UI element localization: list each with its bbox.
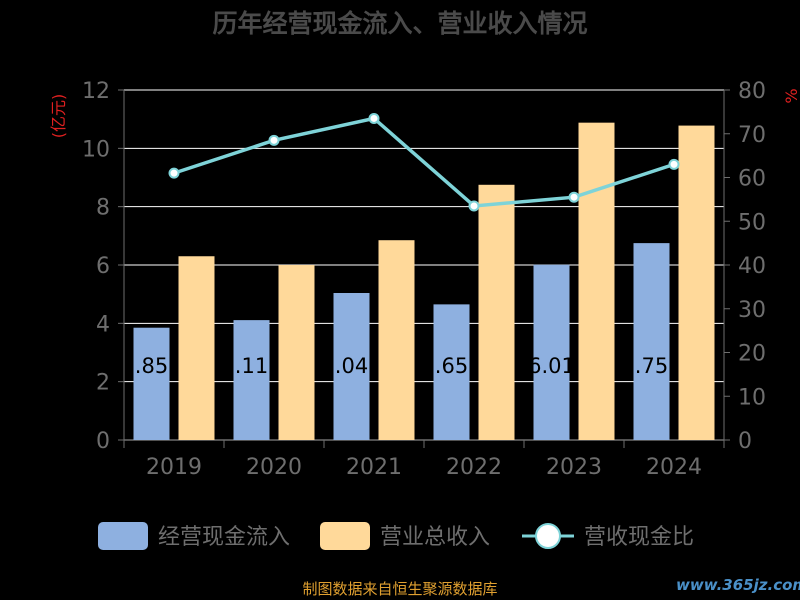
chart-title: 历年经营现金流入、营业收入情况 [212,9,587,38]
watermark: www.365jz.com [676,576,800,594]
y2-tick-label: 30 [738,298,766,323]
y-tick-label: 6 [96,254,110,279]
y2-tick-label: 80 [738,79,766,104]
bar-data-label: .04 [335,354,368,378]
bar-营业总收入-2023 [578,122,615,441]
y-tick-label: 4 [96,312,110,337]
legend-label: 经营现金流入 [158,525,290,550]
legend-marker [535,523,561,549]
line-营收现金比 [173,116,675,208]
y-tick-label: 8 [96,196,110,221]
bar-营业总收入-2019 [178,256,215,440]
bar-经营现金流入-2024 [633,243,670,440]
bar-data-label: .65 [435,354,468,378]
bar-经营现金流入-2022 [433,304,470,440]
y2-tick-label: 40 [738,254,766,279]
x-tick-label: 2024 [646,455,702,480]
bar-营业总收入-2021 [378,240,415,440]
source-note: 制图数据来自恒生聚源数据库 [302,580,498,598]
x-tick-label: 2019 [146,455,202,480]
y-axis-label: (亿元) [49,94,68,139]
x-tick-label: 2021 [346,455,402,480]
bar-营业总收入-2024 [678,125,715,440]
y-tick-label: 10 [82,137,110,162]
y2-tick-label: 50 [738,210,766,235]
legend-label: 营业总收入 [380,525,490,550]
x-tick-label: 2023 [546,455,602,480]
bar-data-label: .75 [635,354,668,378]
line-point [268,134,280,146]
y2-tick-label: 20 [738,342,766,367]
line-point [368,112,380,124]
bar-经营现金流入-2020 [233,320,270,440]
y2-tick-label: 60 [738,167,766,192]
y2-axis-label: % [782,88,800,103]
bar-营业总收入-2020 [278,265,315,440]
bar-营业总收入-2022 [478,184,515,440]
legend-swatch-营业总收入 [320,522,370,550]
line-point [168,167,180,179]
bar-data-label: .11 [235,354,268,378]
y2-tick-label: 70 [738,123,766,148]
y2-tick-label: 10 [738,385,766,410]
x-tick-label: 2022 [446,455,502,480]
x-tick-label: 2020 [246,455,302,480]
bar-data-label: .85 [135,354,168,378]
bar-经营现金流入-2023 [533,264,570,440]
y2-tick-label: 0 [738,429,752,454]
line-point [668,158,680,170]
bar-经营现金流入-2021 [333,293,370,440]
line-point [468,200,480,212]
bar-data-label: 6.01 [528,354,575,378]
bar-经营现金流入-2019 [133,327,170,440]
legend-label: 营收现金比 [584,525,694,550]
y-tick-label: 2 [96,371,110,396]
y-tick-label: 12 [82,79,110,104]
line-point [568,191,580,203]
y-tick-label: 0 [96,429,110,454]
legend-swatch-经营现金流入 [98,522,148,550]
